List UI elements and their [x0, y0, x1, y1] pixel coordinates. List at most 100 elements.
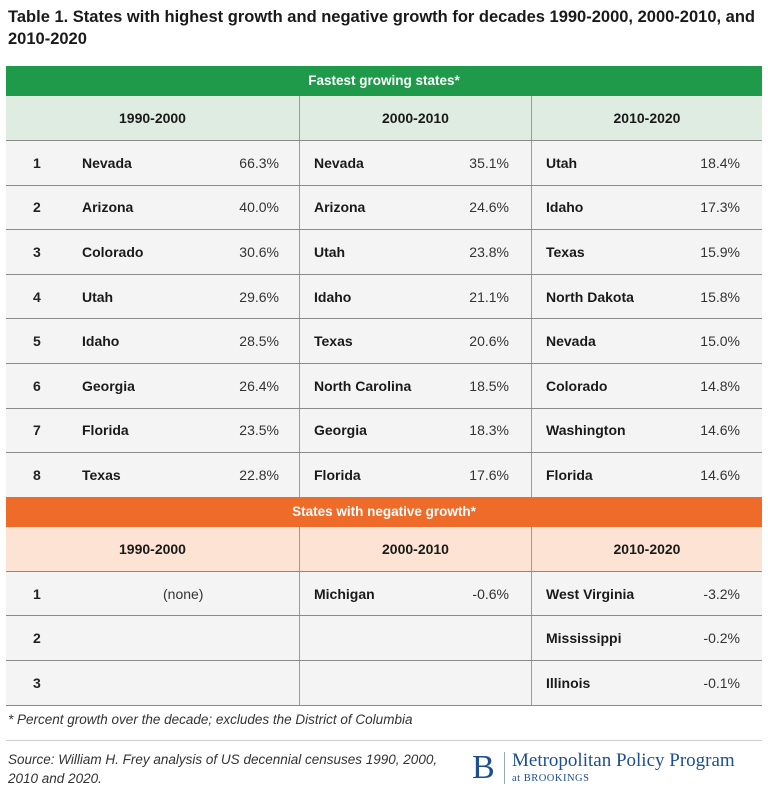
cell-1990-2000: 8 Texas 22.8%: [6, 453, 299, 497]
state-name: Colorado: [546, 377, 608, 394]
state-name: Mississippi: [546, 630, 622, 647]
cell-2000-2010: Georgia 18.3%: [299, 408, 531, 453]
cell-2000-2010: Texas 20.6%: [299, 319, 531, 363]
state-name: Texas: [82, 466, 121, 483]
cell-2010-2020: West Virginia -3.2%: [531, 571, 762, 616]
fastest-rows: 1 Nevada 66.3% Nevada 35.1% Utah 18.4% 2 Arizona…: [6, 140, 762, 497]
state-name: North Carolina: [314, 377, 412, 394]
logo-divider: [504, 752, 505, 784]
state-name: Illinois: [546, 674, 591, 691]
rank-number: 3: [33, 243, 41, 260]
state-name: Nevada: [82, 154, 132, 171]
state-name: Idaho: [546, 199, 584, 216]
table-row: 4 Utah 29.6% Idaho 21.1% North Dakota 15.8%: [6, 273, 762, 319]
growth-percent: 30.6%: [239, 243, 279, 260]
cell-2000-2010: Michigan -0.6%: [299, 571, 531, 616]
decade-label: 2000-2010: [299, 526, 531, 571]
decade-label: 2010-2020: [531, 526, 762, 571]
cell-2000-2010: Arizona 24.6%: [299, 185, 531, 230]
cell-1990-2000: 3 Colorado 30.6%: [6, 230, 299, 274]
state-name: Texas: [314, 333, 353, 350]
state-name: Utah: [82, 288, 114, 305]
table-row: 1 (none) Michigan -0.6% West Virginia -3.2%: [6, 570, 762, 616]
rank-number: 3: [33, 674, 41, 691]
state-name: Washington: [546, 422, 626, 439]
negative-header: States with negative growth*: [6, 496, 762, 527]
cell-1990-2000: 1 Nevada 66.3%: [6, 141, 299, 185]
growth-percent: -0.6%: [472, 585, 509, 602]
cell-1990-2000: 2 Arizona 40.0%: [6, 186, 299, 230]
footnote: * Percent growth over the decade; exclud…: [8, 712, 413, 727]
state-name: Utah: [314, 243, 346, 260]
source-note: Source: William H. Frey analysis of US d…: [8, 752, 438, 786]
cell-2000-2010: Idaho 21.1%: [299, 274, 531, 319]
rank-number: 6: [33, 377, 41, 394]
cell-2010-2020: North Dakota 15.8%: [531, 274, 762, 319]
table-row: 6 Georgia 26.4% North Carolina 18.5% Colorado…: [6, 362, 762, 408]
cell-1990-2000: 4 Utah 29.6%: [6, 275, 299, 319]
state-name: Colorado: [82, 243, 144, 260]
growth-percent: 29.6%: [239, 288, 279, 305]
table-title: Table 1. States with highest growth and …: [8, 8, 756, 48]
state-name: Arizona: [82, 199, 134, 216]
decade-label: 1990-2000: [119, 110, 186, 126]
cell-2010-2020: Mississippi -0.2%: [531, 616, 762, 660]
divider: [6, 740, 762, 741]
state-name: North Dakota: [546, 288, 634, 305]
state-name: Florida: [82, 422, 129, 439]
rank-number: 4: [33, 288, 41, 305]
logo-name: Metropolitan Policy Program: [512, 750, 735, 771]
state-name: Nevada: [314, 154, 364, 171]
cell-1990-2000: 3: [6, 661, 299, 705]
state-name: West Virginia: [546, 585, 635, 602]
rank-number: 2: [33, 199, 41, 216]
table-row: 2 Mississippi -0.2%: [6, 615, 762, 660]
negative-rows: 1 (none) Michigan -0.6% West Virginia -3.2% 2 M…: [6, 570, 762, 706]
cell-1990-2000: 5 Idaho 28.5%: [6, 319, 299, 363]
growth-percent: 22.8%: [239, 466, 279, 483]
cell-2000-2010: Utah 23.8%: [299, 230, 531, 274]
table-row: 7 Florida 23.5% Georgia 18.3% Washington 14.6%: [6, 407, 762, 453]
growth-percent: 24.6%: [469, 199, 509, 216]
state-name: Nevada: [546, 333, 596, 350]
state-name: Arizona: [314, 199, 366, 216]
growth-percent: 40.0%: [239, 199, 279, 216]
decade-label: 2010-2020: [531, 96, 762, 140]
growth-percent: 20.6%: [469, 333, 509, 350]
growth-percent: 15.9%: [700, 243, 740, 260]
decade-label: 2000-2010: [299, 96, 531, 140]
growth-percent: 15.8%: [700, 288, 740, 305]
state-name: Idaho: [314, 288, 352, 305]
growth-percent: -3.2%: [703, 585, 740, 602]
rank-number: 1: [33, 154, 41, 171]
rank-number: 8: [33, 466, 41, 483]
cell-2000-2010: [299, 616, 531, 660]
rank-number: 1: [33, 585, 41, 602]
growth-percent: 17.3%: [700, 199, 740, 216]
state-name: Georgia: [82, 377, 135, 394]
table-row: 3 Colorado 30.6% Utah 23.8% Texas 15.9%: [6, 229, 762, 274]
rank-number: 2: [33, 630, 41, 647]
growth-percent: 21.1%: [469, 288, 509, 305]
table-row: 8 Texas 22.8% Florida 17.6% Florida 14.6%: [6, 452, 762, 497]
cell-2010-2020: Utah 18.4%: [531, 141, 762, 185]
fastest-header: Fastest growing states*: [6, 66, 762, 96]
cell-1990-2000: 2: [6, 616, 299, 660]
growth-percent: 26.4%: [239, 377, 279, 394]
growth-percent: 66.3%: [239, 154, 279, 171]
cell-1990-2000: 7 Florida 23.5%: [6, 409, 299, 453]
state-name: Utah: [546, 154, 578, 171]
fastest-decade-header: 1990-2000 2000-2010 2010-2020: [6, 96, 762, 140]
cell-2000-2010: North Carolina 18.5%: [299, 363, 531, 408]
brookings-b-icon: B: [472, 749, 495, 786]
table-row: 5 Idaho 28.5% Texas 20.6% Nevada 15.0%: [6, 318, 762, 363]
cell-2000-2010: Florida 17.6%: [299, 453, 531, 497]
cell-2010-2020: Nevada 15.0%: [531, 319, 762, 363]
table-row: 2 Arizona 40.0% Arizona 24.6% Idaho 17.3%: [6, 184, 762, 230]
cell-2010-2020: Washington 14.6%: [531, 408, 762, 453]
cell-2000-2010: [299, 660, 531, 705]
growth-percent: 23.8%: [469, 243, 509, 260]
cell-2010-2020: Illinois -0.1%: [531, 660, 762, 705]
cell-2010-2020: Texas 15.9%: [531, 230, 762, 274]
growth-percent: 23.5%: [239, 422, 279, 439]
